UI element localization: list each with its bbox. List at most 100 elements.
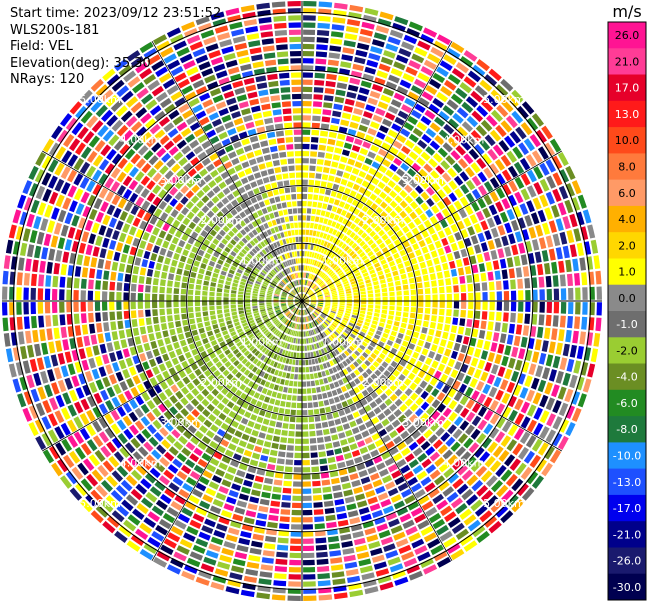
velocity-gate (495, 84, 509, 97)
velocity-gate (394, 280, 401, 286)
velocity-gate (408, 60, 421, 70)
velocity-gate (420, 202, 429, 212)
velocity-gate (530, 212, 540, 225)
velocity-gate (411, 53, 425, 64)
velocity-gate (329, 284, 335, 289)
velocity-gate (517, 217, 526, 229)
velocity-gate (343, 283, 350, 287)
velocity-gate (386, 277, 393, 283)
velocity-gate (341, 149, 350, 157)
velocity-gate (513, 206, 522, 218)
velocity-gate (303, 287, 306, 293)
velocity-gate (577, 194, 587, 209)
velocity-gate (410, 85, 423, 95)
velocity-gate (302, 286, 304, 292)
velocity-gate (359, 28, 373, 37)
velocity-gate (539, 289, 545, 300)
velocity-gate (510, 301, 517, 312)
velocity-gate (317, 294, 323, 297)
velocity-gate (503, 301, 510, 311)
velocity-gate (377, 181, 386, 190)
velocity-gate (490, 89, 504, 102)
velocity-gate (302, 236, 306, 242)
velocity-gate (355, 101, 366, 109)
velocity-gate (401, 41, 415, 51)
velocity-gate (392, 22, 406, 32)
velocity-gate (321, 116, 331, 123)
velocity-gate (392, 270, 399, 277)
velocity-gate (306, 215, 311, 221)
velocity-gate (308, 290, 313, 295)
velocity-gate (368, 167, 377, 176)
velocity-gate (317, 293, 323, 296)
velocity-gate (346, 258, 352, 264)
velocity-gate (324, 266, 329, 272)
velocity-gate (303, 295, 307, 300)
velocity-gate (440, 219, 449, 229)
velocity-gate (403, 301, 410, 307)
velocity-gate (318, 271, 323, 277)
velocity-gate (415, 196, 424, 205)
velocity-gate (312, 230, 317, 237)
velocity-gate (368, 301, 374, 305)
velocity-gate (395, 257, 402, 265)
velocity-gate (325, 296, 331, 299)
velocity-gate (414, 47, 428, 57)
velocity-gate (358, 124, 368, 133)
velocity-gate (337, 287, 344, 292)
velocity-gate (302, 294, 305, 300)
velocity-gate (337, 285, 343, 290)
velocity-gate (326, 280, 332, 285)
velocity-gate (423, 59, 437, 70)
velocity-gate (473, 223, 482, 233)
velocity-gate (369, 269, 376, 275)
velocity-gate (355, 49, 368, 58)
velocity-gate (302, 243, 305, 250)
velocity-gate (310, 244, 314, 251)
velocity-gate (332, 297, 338, 300)
velocity-gate (345, 237, 352, 244)
velocity-gate (362, 223, 369, 231)
velocity-gate (399, 235, 407, 243)
velocity-gate (400, 273, 407, 280)
velocity-gate (319, 232, 324, 238)
velocity-gate (494, 237, 502, 248)
velocity-gate (353, 234, 360, 241)
velocity-gate (317, 15, 331, 22)
velocity-gate (471, 201, 480, 212)
velocity-gate (358, 35, 372, 44)
velocity-gate (382, 292, 388, 297)
velocity-gate (382, 87, 395, 97)
velocity-gate (302, 72, 313, 78)
velocity-gate (375, 266, 382, 272)
velocity-gate (348, 11, 362, 20)
velocity-gate (439, 294, 445, 301)
velocity-gate (503, 291, 510, 301)
velocity-gate (461, 301, 467, 309)
velocity-gate (343, 105, 353, 113)
velocity-gate (345, 135, 355, 143)
velocity-gate (322, 288, 329, 292)
velocity-gate (366, 59, 379, 68)
velocity-gate (329, 235, 335, 242)
velocity-gate (310, 297, 316, 300)
velocity-gate (418, 168, 428, 178)
velocity-gate (405, 231, 414, 239)
velocity-gate (319, 188, 326, 195)
velocity-gate (428, 158, 438, 168)
velocity-gate (373, 246, 380, 253)
velocity-gate (353, 56, 366, 65)
velocity-gate (413, 174, 423, 183)
velocity-gate (380, 94, 392, 104)
velocity-gate (336, 82, 348, 90)
velocity-gate (538, 276, 545, 288)
velocity-gate (387, 36, 401, 46)
velocity-gate (375, 293, 381, 297)
velocity-gate (522, 266, 530, 277)
velocity-gate (557, 202, 567, 216)
velocity-gate (326, 234, 331, 241)
velocity-gate (459, 171, 470, 182)
velocity-gate (375, 206, 383, 215)
velocity-gate (464, 266, 472, 275)
velocity-gate (450, 93, 463, 105)
